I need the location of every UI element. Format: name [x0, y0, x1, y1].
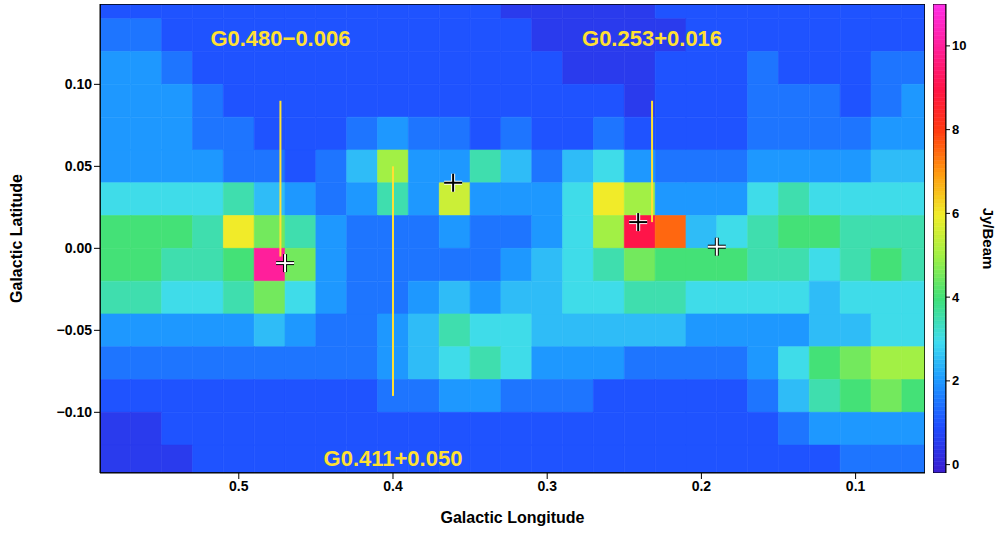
svg-text:0.2: 0.2: [692, 478, 712, 494]
svg-text:0.3: 0.3: [537, 478, 557, 494]
svg-text:8: 8: [952, 122, 959, 137]
svg-text:Jy/Beam: Jy/Beam: [980, 208, 997, 270]
svg-text:6: 6: [952, 206, 959, 221]
svg-text:G0.411+0.050: G0.411+0.050: [324, 446, 463, 471]
svg-text:0.5: 0.5: [229, 478, 249, 494]
svg-text:0.00: 0.00: [65, 240, 92, 256]
svg-text:Galactic Latitude: Galactic Latitude: [8, 174, 25, 303]
svg-text:4: 4: [952, 290, 960, 305]
svg-text:2: 2: [952, 373, 959, 388]
svg-text:Galactic Longitude: Galactic Longitude: [440, 509, 584, 526]
svg-text:G0.253+0.016: G0.253+0.016: [582, 26, 722, 51]
svg-text:0.10: 0.10: [65, 76, 92, 92]
svg-text:0.1: 0.1: [846, 478, 866, 494]
svg-text:10: 10: [952, 38, 966, 53]
svg-text:−0.10: −0.10: [57, 404, 93, 420]
svg-text:G0.480−0.006: G0.480−0.006: [210, 26, 350, 51]
svg-text:−0.05: −0.05: [57, 322, 93, 338]
svg-text:0.05: 0.05: [65, 158, 92, 174]
svg-text:0: 0: [952, 457, 959, 472]
svg-text:0.4: 0.4: [383, 478, 403, 494]
